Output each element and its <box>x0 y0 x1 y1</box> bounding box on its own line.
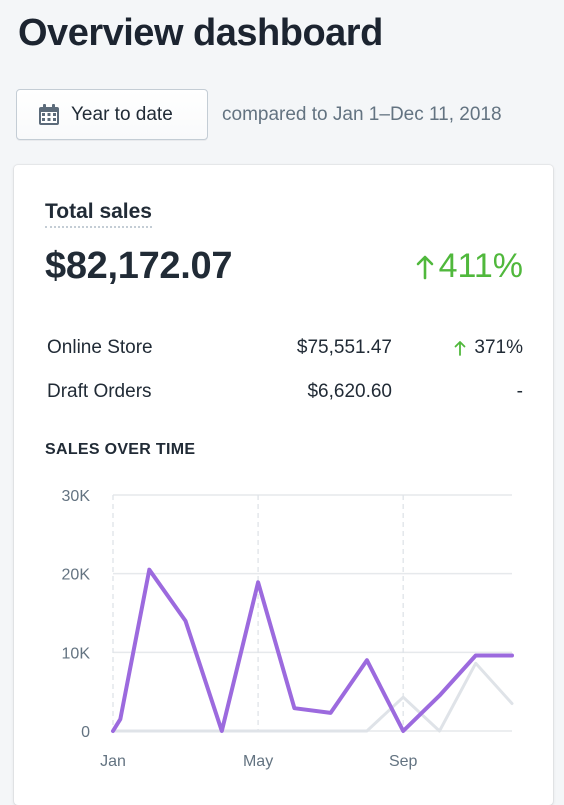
total-sales-change: 411% <box>415 247 523 286</box>
total-sales-title[interactable]: Total sales <box>45 200 152 228</box>
breakdown-name: Online Store <box>47 337 153 359</box>
sales-over-time-heading: SALES OVER TIME <box>45 441 195 459</box>
breakdown-amount: $75,551.47 <box>297 337 392 359</box>
series-line-comparison <box>113 663 512 731</box>
calendar-icon <box>37 103 61 127</box>
y-tick-label: 30K <box>62 488 91 505</box>
comparison-text: compared to Jan 1–Dec 11, 2018 <box>222 104 502 126</box>
total-sales-card: Total sales $82,172.07 411% Online Store… <box>14 165 553 805</box>
total-sales-change-value: 411% <box>439 247 523 286</box>
breakdown-amount: $6,620.60 <box>307 381 392 403</box>
breakdown-row-draft-orders: Draft Orders $6,620.60 - <box>47 381 523 411</box>
date-range-label: Year to date <box>71 104 173 126</box>
breakdown-change: 371% <box>454 337 523 359</box>
arrow-up-icon <box>454 340 466 356</box>
breakdown-row-online-store: Online Store $75,551.47 371% <box>47 337 523 367</box>
total-sales-value: $82,172.07 <box>45 245 232 288</box>
y-tick-label: 10K <box>62 645 91 662</box>
breakdown-change: - <box>517 381 523 403</box>
arrow-up-icon <box>415 254 435 280</box>
breakdown-name: Draft Orders <box>47 381 152 403</box>
sales-over-time-chart: 0 10K 20K 30K Jan May Sep <box>14 465 553 795</box>
y-tick-label: 0 <box>81 724 90 741</box>
date-range-button[interactable]: Year to date <box>16 89 208 140</box>
x-tick-label: Jan <box>100 753 126 770</box>
x-tick-label: Sep <box>389 753 418 770</box>
breakdown-change-value: 371% <box>474 337 523 359</box>
y-tick-label: 20K <box>62 567 91 584</box>
page-title: Overview dashboard <box>18 12 383 55</box>
x-tick-label: May <box>243 753 273 770</box>
